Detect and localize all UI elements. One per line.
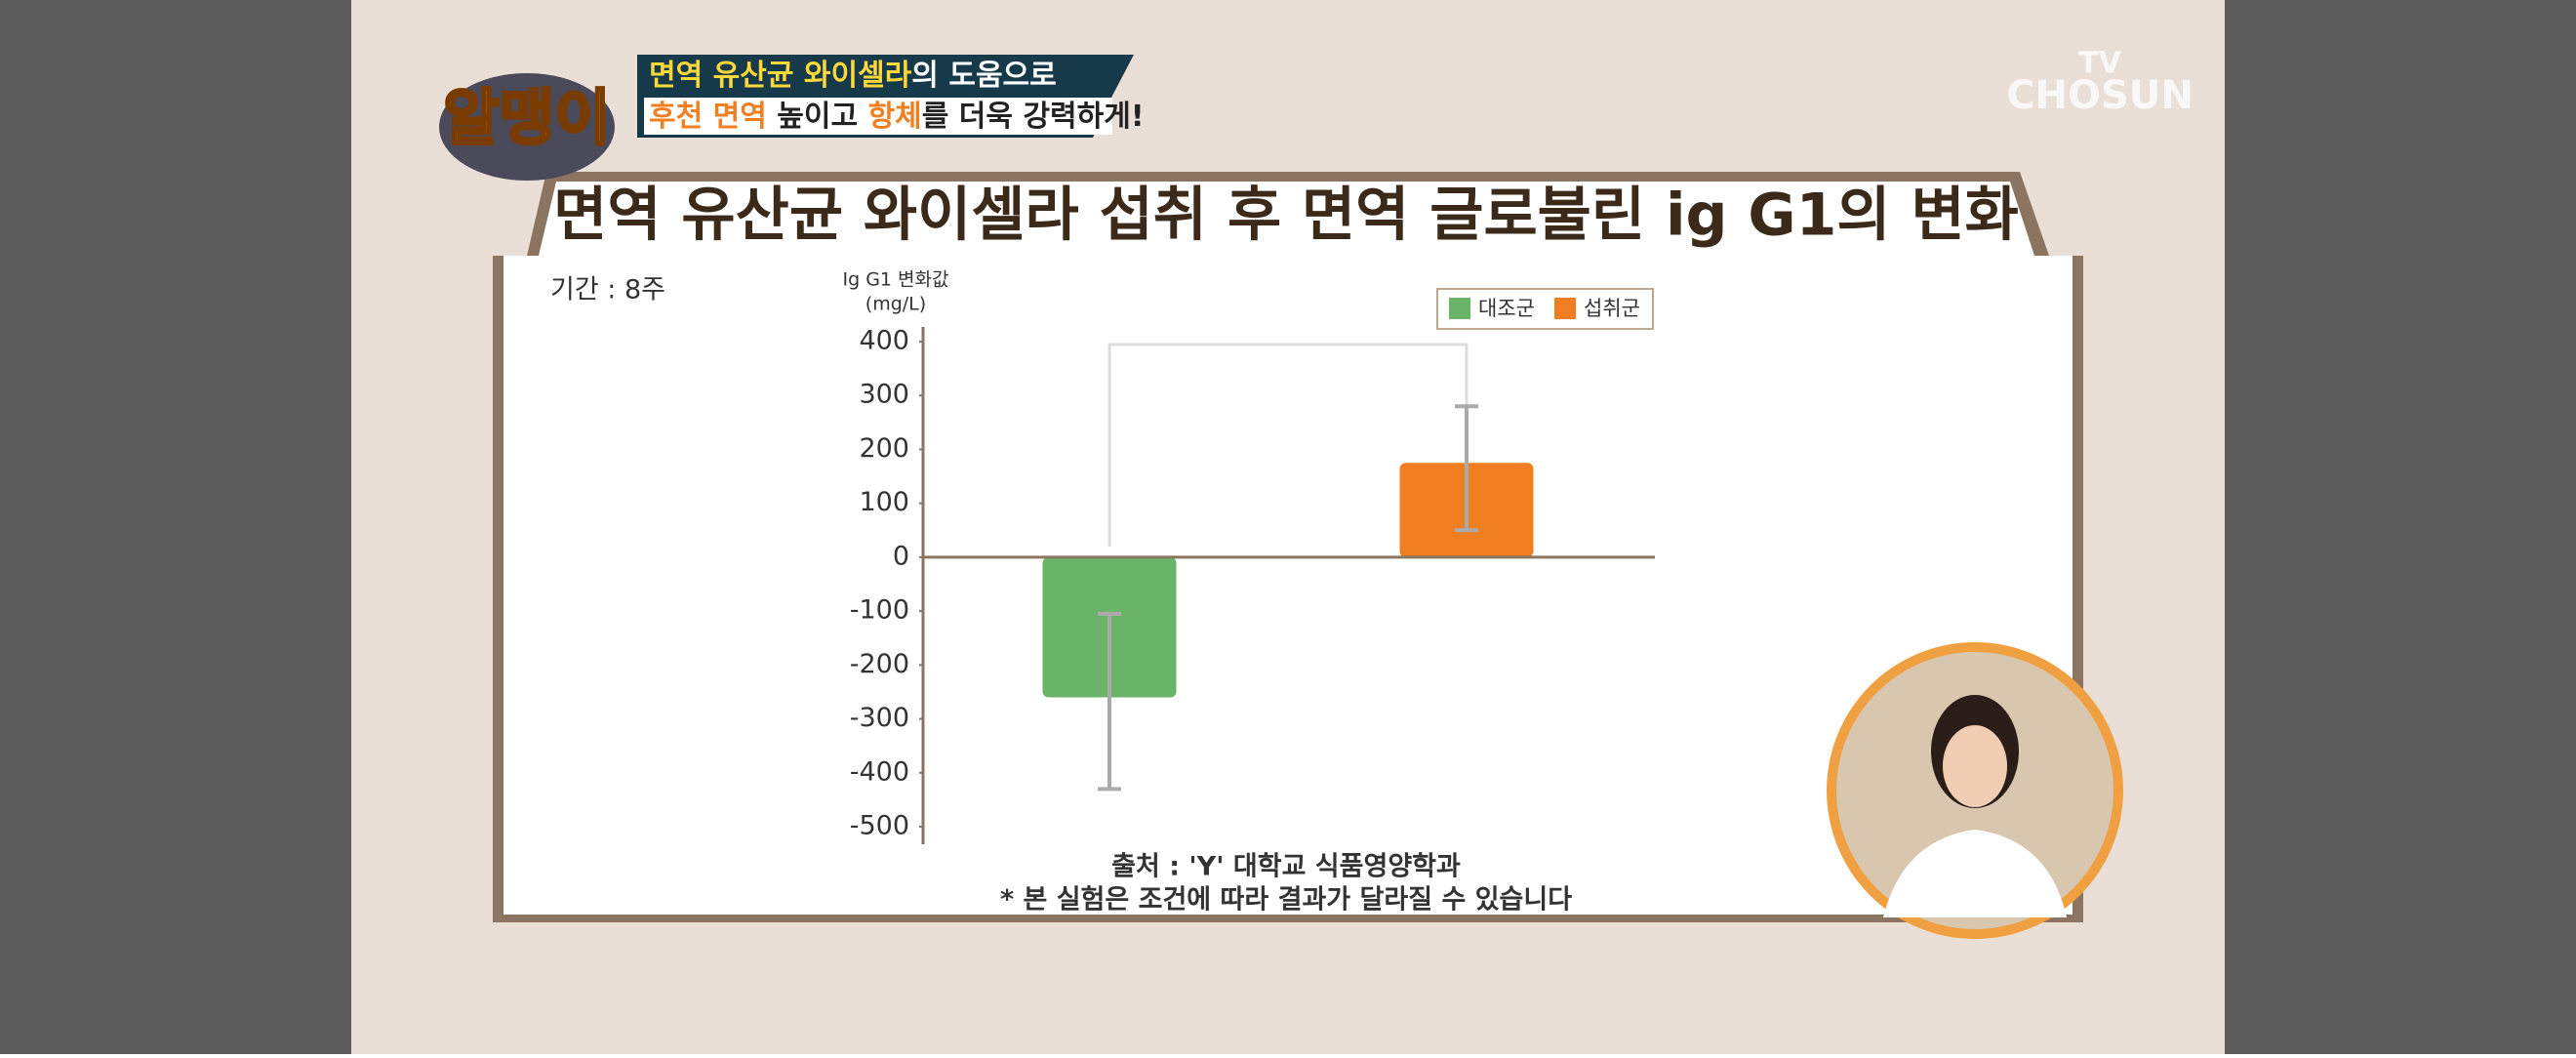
- note: * 본 실험은 조건에 따라 결과가 달라질 수 있습니다: [1000, 885, 1572, 916]
- legend-swatch: [1554, 298, 1576, 319]
- y-tick-label: -500: [850, 811, 909, 841]
- y-axis-label: (mg/L): [865, 294, 926, 315]
- banner-line1: 면역 유산균 와이셀라의 도움으로: [649, 59, 1057, 93]
- banner-line2: 후천 면역 높이고 항체를 더욱 강력하게!: [649, 100, 1145, 134]
- legend-box: [1436, 288, 1654, 330]
- banner-text: 면역 유산균 와이셀라: [649, 59, 912, 93]
- banner-text: 항체: [868, 100, 922, 134]
- watermark: CHOSUN: [2006, 73, 2194, 118]
- banner-text: 높이고: [767, 100, 868, 134]
- chart-panel: [503, 256, 2073, 915]
- legend-swatch: [1449, 298, 1470, 319]
- y-tick-label: 300: [859, 380, 909, 410]
- banner-line2-bg: [644, 98, 1112, 135]
- plot: -500 -400 -300 -200 -100 0 100 200 300 400 대조군 섭취군: [850, 288, 1655, 844]
- y-tick-label: -100: [850, 595, 909, 626]
- y-tick-label: 400: [859, 326, 909, 356]
- banner-text: 후천 면역: [649, 100, 767, 134]
- host-face: [1943, 725, 2007, 807]
- y-tick-label: 200: [859, 433, 909, 464]
- host-coat: [1883, 830, 2067, 917]
- y-axis-label: Ig G1 변화값: [843, 269, 949, 291]
- banner-text: 를 더욱 강력하게!: [922, 100, 1145, 134]
- y-tick-label: -300: [850, 703, 909, 733]
- y-tick-label: -400: [850, 756, 909, 787]
- period: 기간 : 8주: [550, 275, 665, 305]
- watermark: TV: [2078, 47, 2121, 81]
- logo: 알맹이: [443, 82, 610, 153]
- banner-text: 의 도움으로: [911, 59, 1056, 93]
- y-tick-label: -200: [850, 649, 909, 679]
- legend-label: 대조군: [1478, 297, 1535, 320]
- source: 출처 : 'Y' 대학교 식품영양학과: [1111, 852, 1461, 882]
- significance-bracket: [1107, 343, 1469, 547]
- y-tick-label: 0: [893, 541, 909, 571]
- legend-label: 섭취군: [1584, 297, 1640, 320]
- y-tick-label: 100: [859, 487, 909, 517]
- chart-title: 면역 유산균 와이셀라 섭취 후 면역 글로불린 ig G1의 변화: [553, 182, 2019, 250]
- title-plate: [539, 182, 2034, 256]
- logo-badge: [439, 73, 615, 181]
